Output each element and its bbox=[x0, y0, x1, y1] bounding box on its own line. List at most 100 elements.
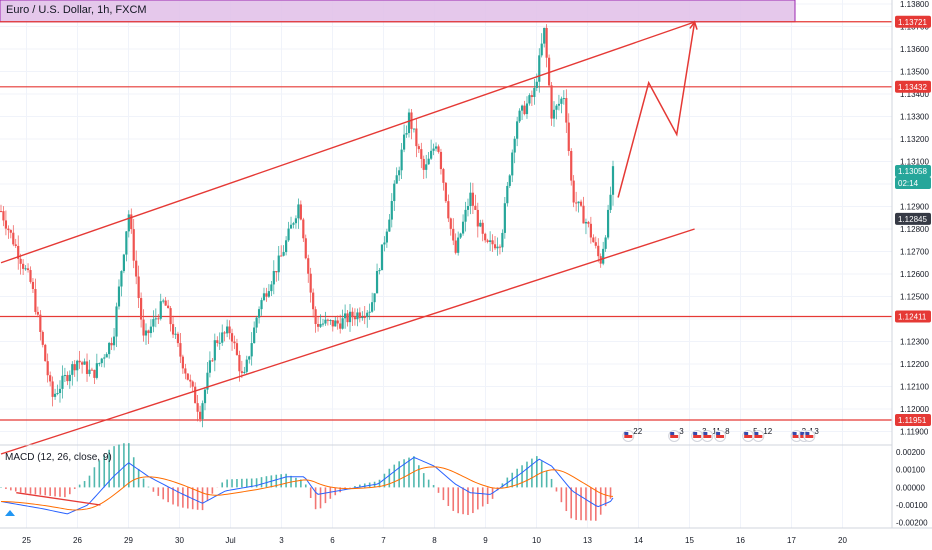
candle-body bbox=[0, 211, 3, 212]
economic-events[interactable]: 2233118512213 bbox=[622, 427, 820, 442]
macd-histogram-bar bbox=[604, 487, 607, 507]
candle-body bbox=[501, 232, 504, 248]
channel-upper-line[interactable] bbox=[0, 21, 695, 264]
macd-histogram-bar bbox=[24, 487, 27, 494]
candle-body bbox=[90, 369, 94, 371]
candle-body bbox=[152, 319, 155, 327]
candle-body bbox=[353, 317, 357, 320]
candle-body bbox=[491, 240, 494, 245]
countdown-label: 02:14 bbox=[898, 179, 919, 188]
macd-histogram-bar bbox=[128, 443, 130, 488]
candle-body bbox=[34, 289, 37, 312]
candle-body bbox=[167, 305, 170, 309]
horizontal-levels[interactable] bbox=[0, 21, 892, 421]
candle-body bbox=[486, 240, 489, 243]
time-tick-label: 14 bbox=[634, 536, 643, 545]
candle-body bbox=[402, 134, 406, 150]
macd-histogram-bar bbox=[540, 461, 543, 488]
candle-body bbox=[513, 138, 516, 153]
candle-body bbox=[479, 222, 482, 227]
event-count: 3 bbox=[679, 427, 684, 436]
candle-body bbox=[471, 192, 475, 206]
candle-body bbox=[245, 359, 248, 372]
candle-body bbox=[63, 375, 67, 377]
candle-body bbox=[336, 320, 339, 324]
macd-tick-label: -0.00100 bbox=[896, 501, 928, 510]
macd-histogram-bar bbox=[177, 487, 179, 507]
prev-close-label: 1.12845 bbox=[898, 215, 927, 224]
candle-body bbox=[174, 333, 177, 335]
price-tick-label: 1.12800 bbox=[900, 225, 929, 234]
candle-body bbox=[604, 237, 607, 249]
candle-body bbox=[427, 158, 430, 165]
candle-body bbox=[496, 246, 499, 249]
macd-histogram-bar bbox=[186, 487, 189, 509]
event-flag-icon-stripe bbox=[716, 435, 725, 438]
time-tick-label: 13 bbox=[583, 536, 592, 545]
candle-body bbox=[400, 149, 403, 171]
current-price-label: 1.13058 bbox=[898, 167, 927, 176]
channel-lower-line[interactable] bbox=[0, 228, 695, 455]
candle-body bbox=[2, 211, 5, 221]
candle-body bbox=[4, 220, 8, 229]
candle-body bbox=[194, 386, 197, 404]
candle-body bbox=[520, 105, 524, 111]
macd-histogram-bar bbox=[536, 456, 538, 488]
candle-body bbox=[253, 327, 256, 344]
projection-path-line[interactable] bbox=[617, 21, 696, 198]
macd-histogram-bar bbox=[496, 487, 499, 491]
macd-histogram-bar bbox=[300, 479, 302, 488]
candle-body bbox=[179, 343, 182, 357]
macd-histogram-bar bbox=[550, 478, 553, 488]
candle-body bbox=[297, 204, 300, 219]
macd-histogram-bar bbox=[481, 487, 484, 507]
macd-histogram-bar bbox=[314, 487, 317, 510]
candle-body bbox=[302, 219, 305, 239]
candle-body bbox=[277, 255, 280, 273]
event-flag-icon-stripe bbox=[805, 435, 814, 438]
candle-body bbox=[78, 360, 81, 363]
price-channel[interactable] bbox=[0, 21, 695, 455]
macd-histogram-bar bbox=[555, 487, 558, 492]
time-tick-label: 17 bbox=[787, 536, 796, 545]
candle-body bbox=[120, 271, 123, 287]
candle-body bbox=[162, 300, 165, 302]
candle-body bbox=[476, 209, 479, 227]
candle-body bbox=[361, 317, 364, 319]
event-flag-icon-canton bbox=[744, 432, 749, 435]
macd-histogram-bar bbox=[147, 486, 150, 488]
candle-body bbox=[39, 314, 42, 332]
macd-histogram-bar bbox=[231, 479, 233, 488]
price-tick-label: 1.12500 bbox=[900, 293, 929, 302]
projection-path[interactable] bbox=[617, 20, 698, 198]
candle-body bbox=[81, 362, 84, 365]
candle-body bbox=[358, 312, 361, 319]
level-price-label-bg bbox=[895, 414, 931, 427]
candle-body bbox=[208, 360, 212, 373]
macd-histogram-bar bbox=[245, 478, 248, 488]
event-count: 3 bbox=[814, 427, 819, 436]
time-tick-label: 3 bbox=[279, 536, 284, 545]
candle-body bbox=[316, 323, 320, 327]
candle-body bbox=[545, 27, 548, 58]
candle-body bbox=[181, 356, 184, 369]
macd-histogram-bar bbox=[113, 446, 115, 488]
candle-body bbox=[164, 300, 167, 306]
macd-histogram-bar bbox=[599, 487, 602, 515]
candle-body bbox=[292, 223, 295, 225]
event-count: 8 bbox=[725, 427, 730, 436]
candle-body bbox=[511, 152, 514, 176]
macd-histogram-bar bbox=[526, 461, 528, 488]
time-tick-label: 25 bbox=[22, 536, 31, 545]
candle-body bbox=[95, 363, 98, 378]
candle-body bbox=[417, 146, 420, 150]
candle-body bbox=[459, 233, 462, 238]
macd-histogram-bar bbox=[393, 464, 396, 488]
level-price-label-bg bbox=[895, 80, 931, 93]
candle-body bbox=[88, 369, 91, 374]
macd-divergence-line[interactable] bbox=[16, 492, 101, 506]
event-flag-icon-stripe bbox=[670, 435, 679, 438]
candle-body bbox=[398, 170, 401, 176]
